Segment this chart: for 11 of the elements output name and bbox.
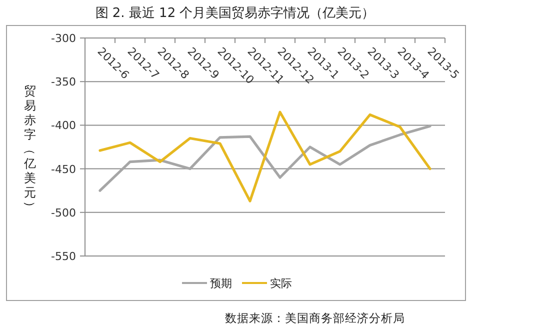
y-tick-label: -400 xyxy=(51,119,76,132)
source-note: 数据来源：美国商务部经济分析局 xyxy=(225,311,405,325)
y-tick-label: -500 xyxy=(51,206,76,220)
legend-label: 预期 xyxy=(210,277,232,290)
chart-title: 图 2. 最近 12 个月美国贸易赤字情况（亿美元） xyxy=(95,5,375,21)
legend-label: 实际 xyxy=(270,277,292,290)
y-tick-label: -450 xyxy=(51,162,76,176)
y-tick-label: -350 xyxy=(51,76,76,89)
y-tick-label: -300 xyxy=(51,32,76,45)
y-tick-label: -550 xyxy=(51,250,76,263)
text: 贸易赤字（亿美元） xyxy=(23,84,37,213)
